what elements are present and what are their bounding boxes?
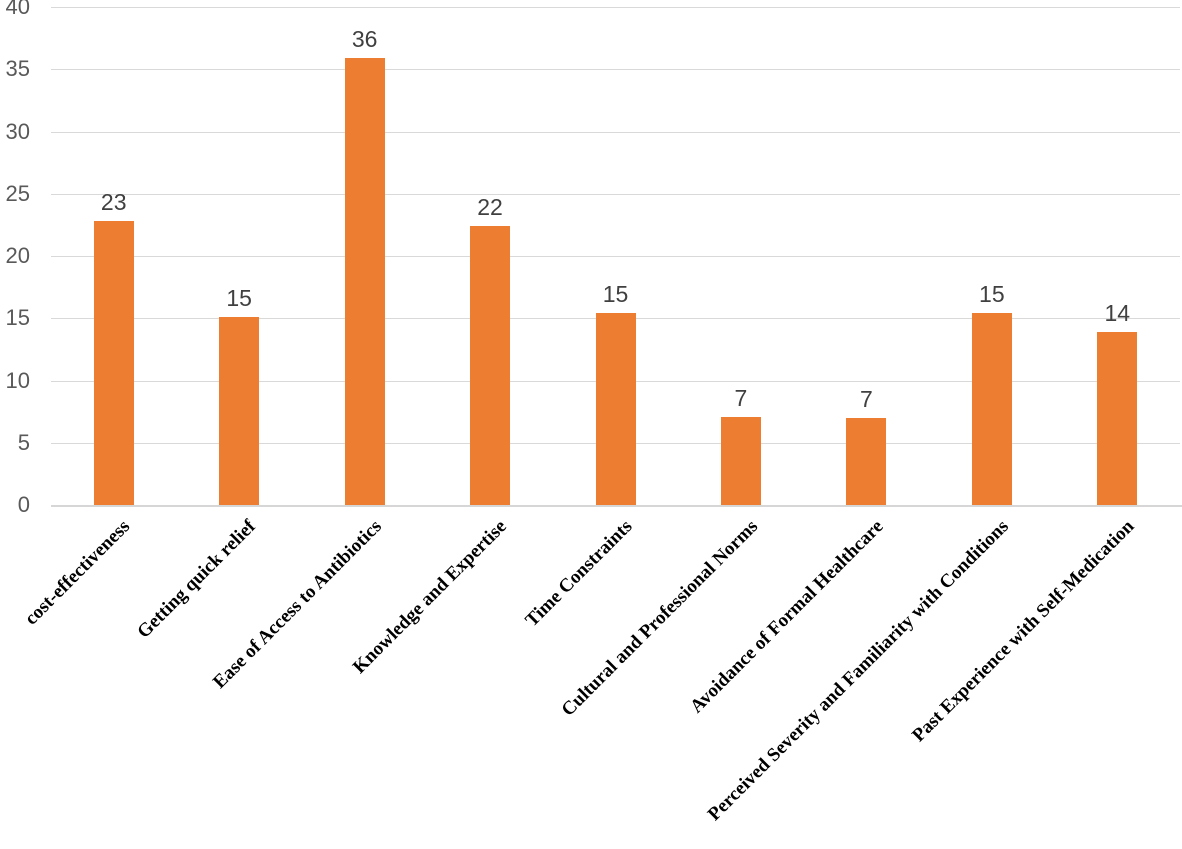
bar-data-label: 7 <box>859 385 873 412</box>
y-axis-tick-label: 35 <box>5 56 30 82</box>
bar <box>219 317 260 505</box>
bar-data-label: 15 <box>602 281 629 308</box>
gridline <box>51 131 1180 133</box>
gridline <box>51 7 1180 8</box>
bar <box>846 417 887 505</box>
gridline <box>51 193 1180 195</box>
x-axis-category-label: Cultural and Professional Norms <box>557 516 762 721</box>
x-axis-line <box>51 505 1182 507</box>
bar <box>470 226 511 505</box>
gridline <box>51 256 1180 257</box>
gridline <box>51 69 1180 71</box>
bar-data-label: 7 <box>734 384 748 411</box>
x-axis-category-label: Time Constraints <box>521 516 637 632</box>
y-axis-tick-label: 30 <box>5 118 30 144</box>
bar <box>1097 331 1138 505</box>
x-axis-category-label: cost-effectiveness <box>21 516 135 630</box>
y-axis-tick-label: 20 <box>5 243 30 268</box>
bar <box>595 313 636 505</box>
bar-data-label: 15 <box>979 281 1005 308</box>
y-axis-tick-label: 5 <box>17 429 30 455</box>
bar <box>720 416 761 505</box>
bar-data-label: 14 <box>1104 299 1131 326</box>
bar-data-label: 15 <box>226 285 252 311</box>
y-axis-tick-label: 15 <box>5 305 30 331</box>
x-axis-category-label: Getting quick relief <box>133 516 261 643</box>
y-axis-tick-label: 25 <box>5 180 30 206</box>
bar-data-label: 23 <box>100 189 127 216</box>
y-axis-tick-label: 40 <box>5 0 30 19</box>
x-axis-category-label: Past Experience with Self-Medication <box>907 516 1139 747</box>
bar <box>93 221 134 505</box>
bar-data-label: 36 <box>351 26 378 53</box>
bar-data-label: 22 <box>477 194 503 221</box>
y-axis-tick-label: 0 <box>17 492 30 517</box>
bar <box>344 58 385 505</box>
bar <box>971 313 1012 505</box>
y-axis-tick-label: 10 <box>5 367 30 393</box>
